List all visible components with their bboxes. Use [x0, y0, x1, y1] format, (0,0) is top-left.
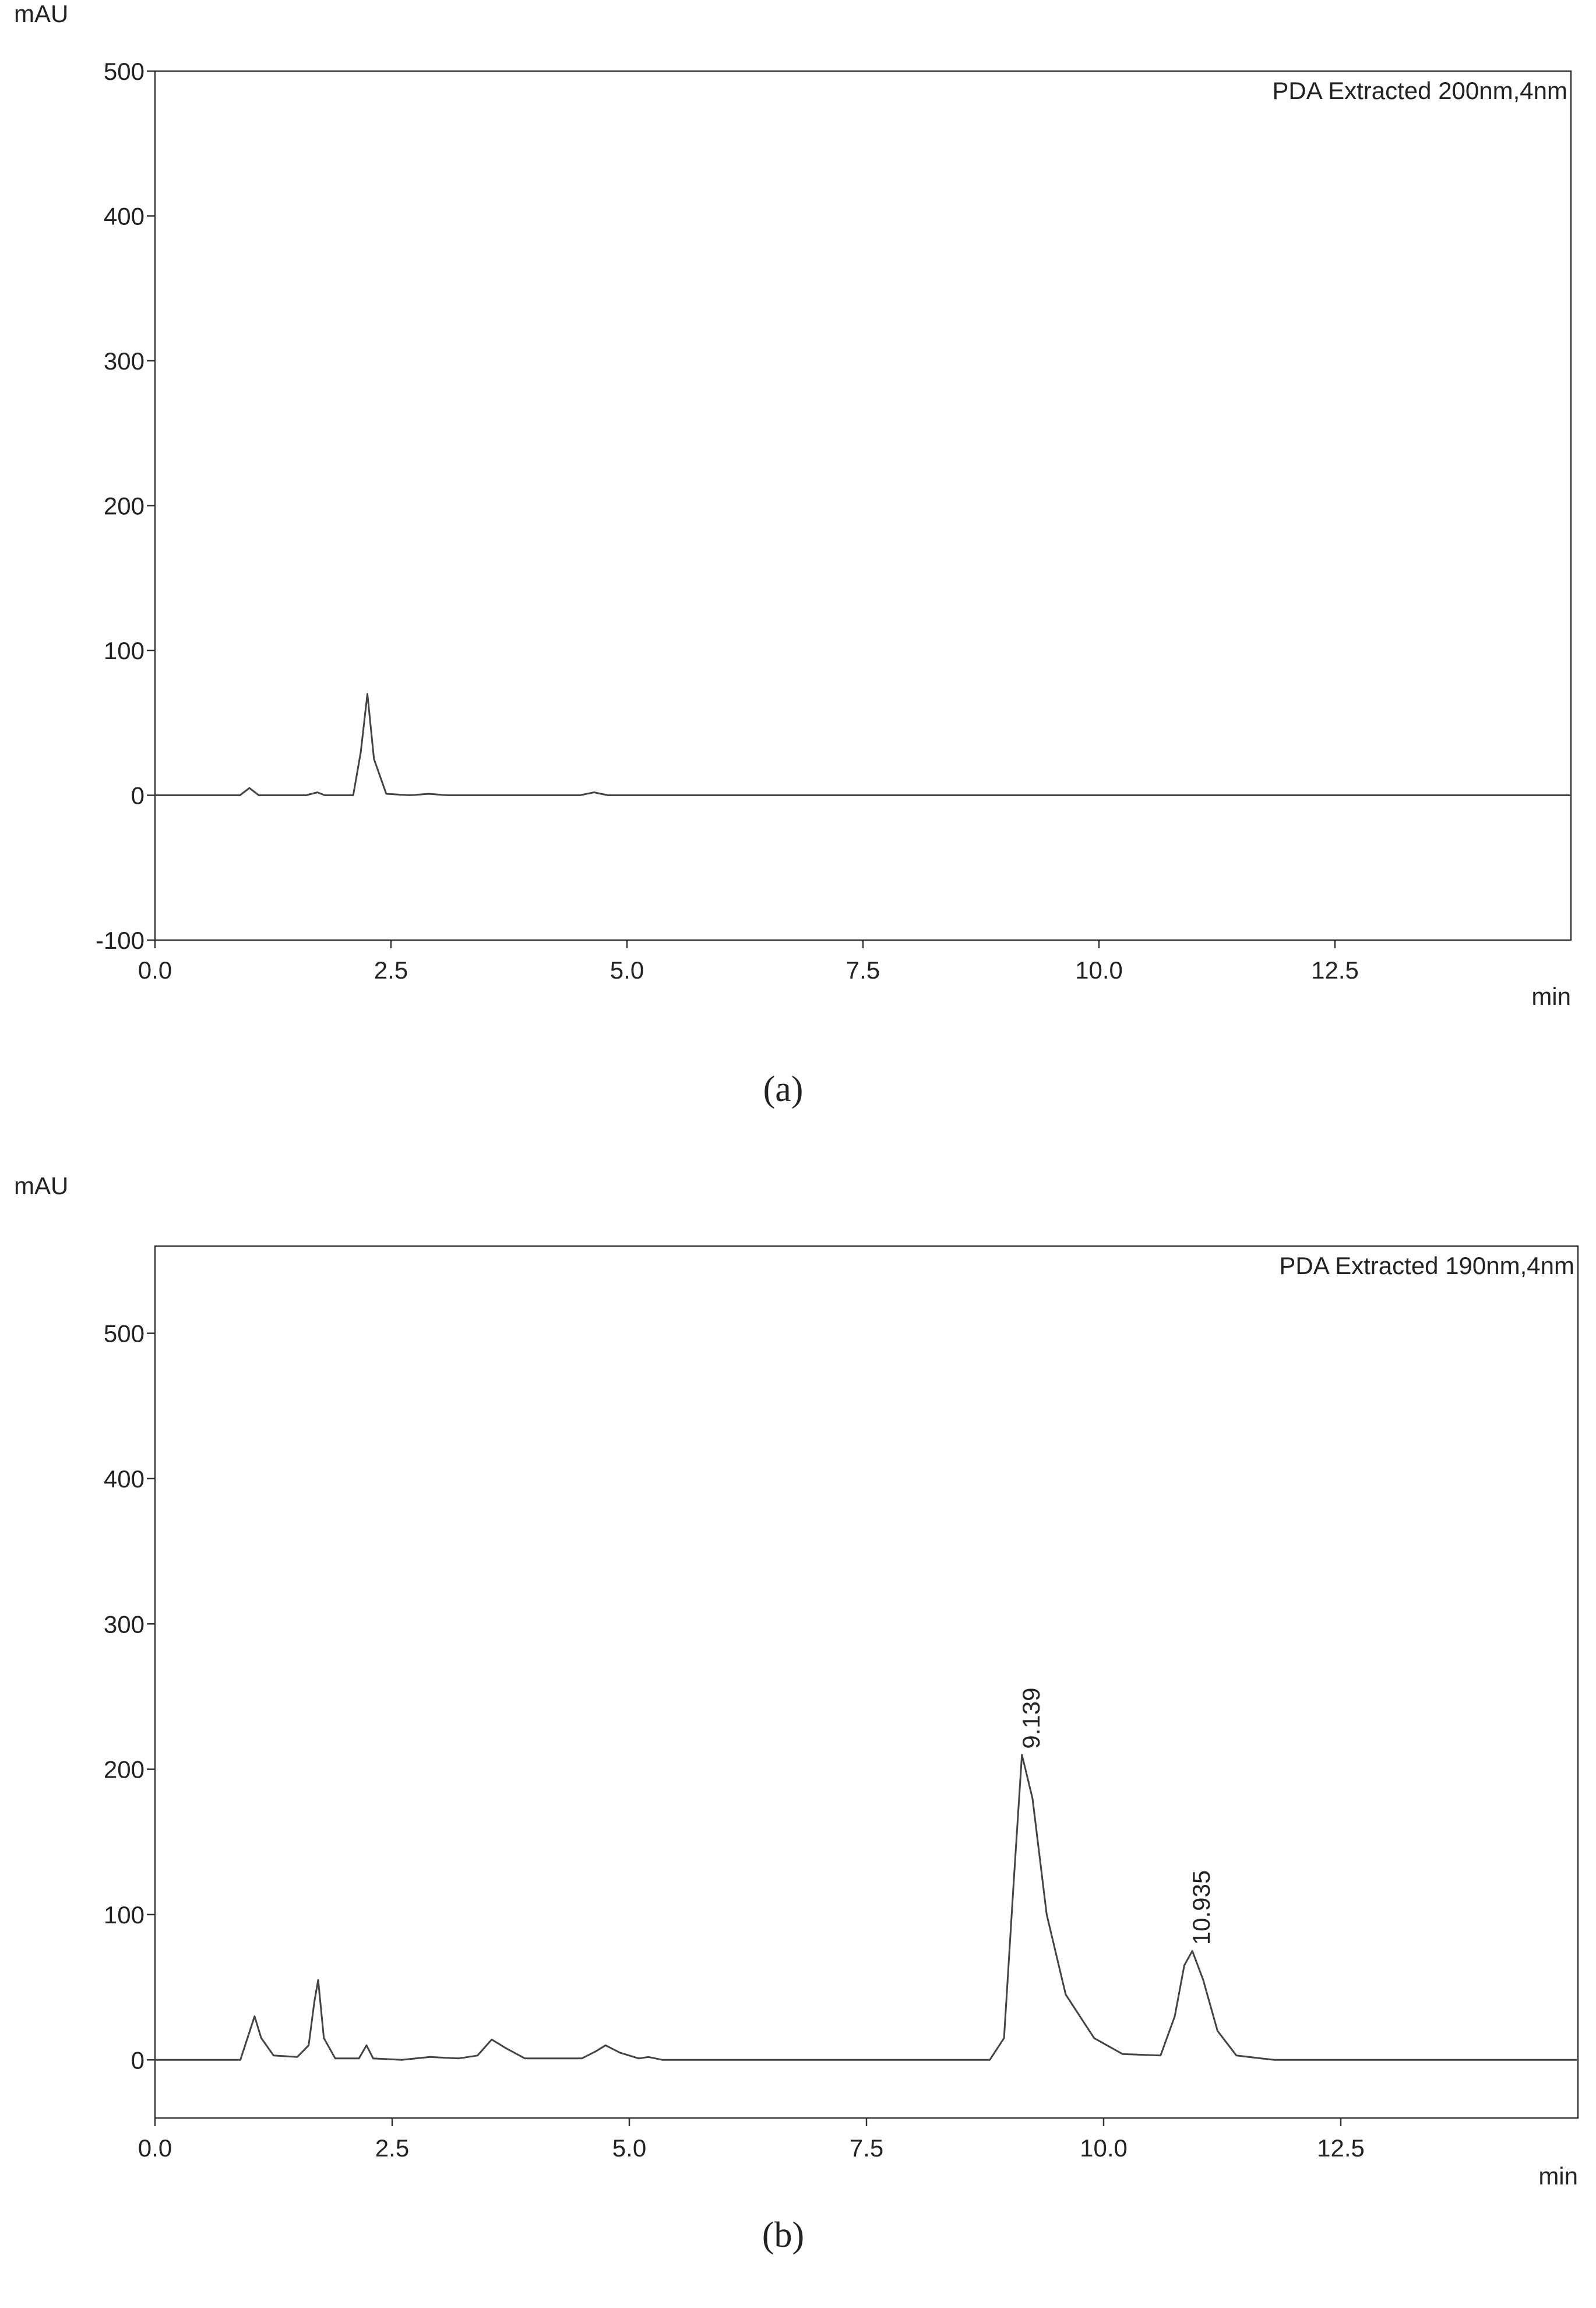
plot-frame [154, 1245, 1579, 2119]
y-tick-label: 400 [104, 203, 145, 230]
y-axis-unit: mAU [14, 1172, 68, 1199]
y-tick-label: 100 [104, 1901, 145, 1929]
x-axis-unit: min [1538, 2162, 1578, 2190]
y-tick-label: 200 [104, 1756, 145, 1783]
y-tick-label: 300 [104, 1610, 145, 1638]
chromatogram-line [155, 693, 1571, 796]
y-tick-label: 100 [104, 637, 145, 664]
x-tick-label: 5.0 [610, 956, 644, 984]
peak-label: 9.139 [1017, 1688, 1045, 1749]
annotation: PDA Extracted 190nm,4nm [1279, 1252, 1574, 1279]
peak-label: 10.935 [1188, 1870, 1215, 1945]
panel-label: (a) [763, 1069, 804, 1109]
x-tick-label: 7.5 [846, 956, 880, 984]
y-axis-unit: mAU [14, 0, 68, 27]
y-tick-label: 0 [131, 782, 145, 810]
x-tick-label: 5.0 [612, 2134, 646, 2162]
y-tick-label: -100 [96, 927, 145, 954]
annotation: PDA Extracted 200nm,4nm [1272, 77, 1567, 104]
y-tick-label: 300 [104, 347, 145, 375]
x-tick-label: 0.0 [138, 956, 172, 984]
x-axis-unit: min [1531, 983, 1571, 1010]
chromatogram-line [155, 1754, 1578, 2061]
y-tick-label: 200 [104, 492, 145, 520]
y-tick-label: 0 [131, 2046, 145, 2074]
x-tick-label: 2.5 [374, 956, 408, 984]
y-tick-label: 500 [104, 58, 145, 85]
x-tick-label: 2.5 [375, 2134, 409, 2162]
y-tick-label: 500 [104, 1320, 145, 1347]
panel-label: (b) [762, 2215, 804, 2255]
x-tick-label: 7.5 [850, 2134, 883, 2162]
x-tick-label: 10.0 [1075, 956, 1123, 984]
x-tick-label: 0.0 [138, 2134, 172, 2162]
x-tick-label: 12.5 [1311, 956, 1359, 984]
x-tick-label: 12.5 [1317, 2134, 1365, 2162]
plot-frame [154, 70, 1572, 941]
x-tick-label: 10.0 [1080, 2134, 1128, 2162]
y-tick-label: 400 [104, 1465, 145, 1493]
